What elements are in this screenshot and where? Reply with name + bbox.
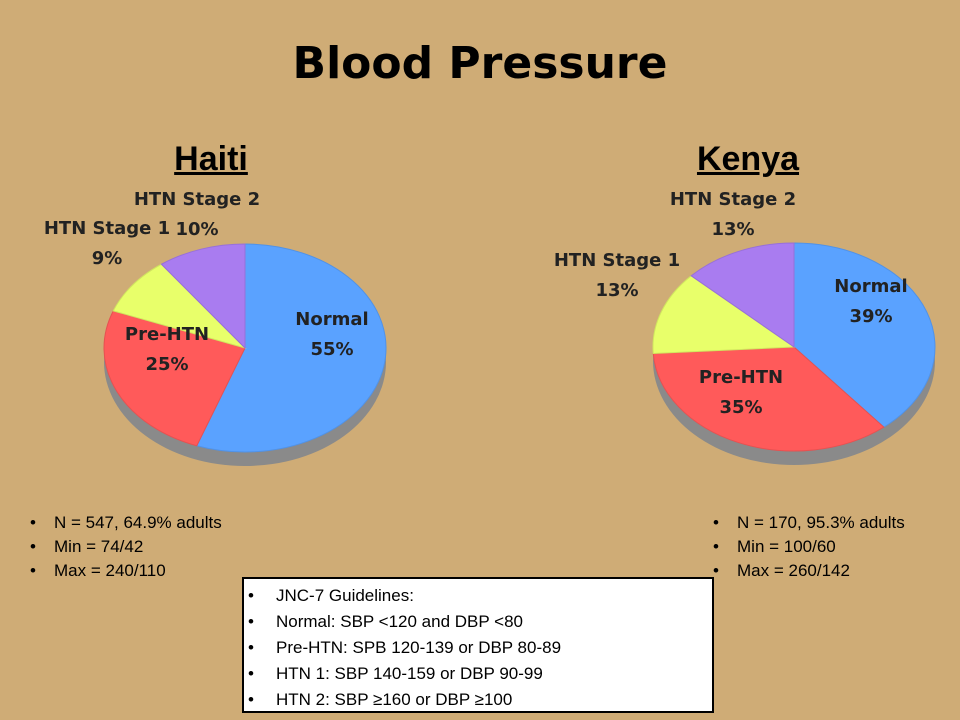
kenya-stat-max: Max = 260/142: [713, 559, 905, 583]
guideline-pre-htn: Pre-HTN: SPB 120-139 or DBP 80-89: [244, 635, 712, 661]
kenya-chart-title: Kenya: [696, 140, 800, 178]
page-title: Blood Pressure: [292, 38, 668, 89]
kenya-stats-list: N = 170, 95.3% adults Min = 100/60 Max =…: [713, 511, 905, 583]
haiti-label-htn-stage-1: HTN Stage 1 9%: [44, 218, 170, 269]
haiti-label-pre-htn: Pre-HTN 25%: [125, 324, 209, 375]
haiti-stat-max: Max = 240/110: [30, 559, 222, 583]
haiti-chart-title: Haiti: [174, 140, 248, 178]
guideline-normal: Normal: SBP <120 and DBP <80: [244, 609, 712, 635]
haiti-stats-list: N = 547, 64.9% adults Min = 74/42 Max = …: [30, 511, 222, 583]
haiti-stat-min: Min = 74/42: [30, 535, 222, 559]
haiti-slice-normal: [196, 243, 387, 453]
kenya-stat-min: Min = 100/60: [713, 535, 905, 559]
guideline-htn1: HTN 1: SBP 140-159 or DBP 90-99: [244, 661, 712, 687]
haiti-label-htn-stage-2: HTN Stage 2 10%: [134, 189, 260, 240]
guideline-htn2: HTN 2: SBP ≥160 or DBP ≥100: [244, 687, 712, 713]
haiti-label-normal: Normal 55%: [295, 309, 368, 360]
kenya-stat-n: N = 170, 95.3% adults: [713, 511, 905, 535]
haiti-stat-n: N = 547, 64.9% adults: [30, 511, 222, 535]
haiti-slice-htn-stage-1: [112, 263, 247, 349]
jnc7-guidelines-box: JNC-7 Guidelines: Normal: SBP <120 and D…: [242, 577, 714, 713]
haiti-slice-pre-htn: [103, 310, 246, 447]
haiti-slice-htn-stage-2: [160, 243, 246, 350]
guideline-heading: JNC-7 Guidelines:: [244, 583, 712, 609]
